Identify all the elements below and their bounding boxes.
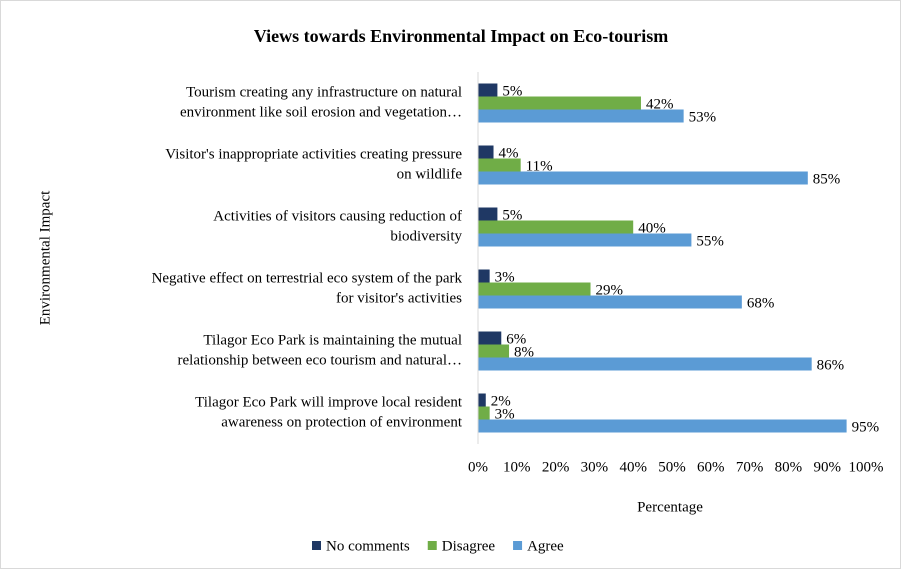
- x-tick-label: 30%: [581, 459, 609, 475]
- y-tick-label: Tilagor Eco Park is maintaining the mutu…: [203, 332, 462, 348]
- data-label: 6%: [506, 331, 526, 347]
- y-tick-label: Tourism creating any infrastructure on n…: [186, 84, 462, 100]
- y-tick-label: biodiversity: [390, 228, 462, 244]
- legend-swatch: [513, 541, 523, 550]
- y-tick-label: for visitor's activities: [336, 290, 462, 306]
- legend-swatch: [312, 541, 321, 550]
- bar: [478, 233, 692, 247]
- x-tick-label: 50%: [658, 459, 686, 475]
- legend-label: No comments: [326, 538, 410, 554]
- bar: [478, 220, 634, 234]
- data-label: 4%: [499, 145, 519, 161]
- legend-label: Disagree: [442, 538, 496, 554]
- y-tick-label: awareness on protection of environment: [221, 414, 463, 430]
- bar: [478, 331, 502, 345]
- data-label: 85%: [813, 171, 841, 187]
- bar: [478, 171, 808, 185]
- bar: [478, 158, 521, 172]
- data-label: 3%: [495, 269, 515, 285]
- data-label: 68%: [747, 295, 775, 311]
- x-tick-label: 100%: [849, 459, 884, 475]
- y-tick-label: relationship between eco tourism and nat…: [178, 352, 463, 368]
- data-label: 55%: [696, 233, 724, 249]
- data-label: 2%: [491, 393, 511, 409]
- x-axis-label: Percentage: [637, 499, 703, 515]
- bar: [478, 419, 847, 433]
- bar: [478, 109, 684, 123]
- data-label: 86%: [817, 357, 845, 373]
- bar: [478, 96, 641, 110]
- legend-label: Agree: [527, 538, 564, 554]
- x-tick-label: 20%: [542, 459, 570, 475]
- data-label: 5%: [502, 207, 522, 223]
- y-tick-label: Visitor's inappropriate activities creat…: [165, 146, 462, 162]
- bar: [478, 295, 742, 309]
- bar: [478, 269, 490, 283]
- data-label: 95%: [852, 419, 880, 435]
- y-tick-label: on wildlife: [397, 166, 463, 182]
- data-label: 5%: [502, 83, 522, 99]
- bar: [478, 406, 490, 420]
- data-label: 3%: [495, 406, 515, 422]
- x-tick-label: 90%: [813, 459, 841, 475]
- x-tick-label: 40%: [619, 459, 647, 475]
- bar: [478, 145, 494, 159]
- data-label: 53%: [689, 109, 717, 125]
- data-label: 11%: [526, 158, 553, 174]
- chart-title: Views towards Environmental Impact on Ec…: [254, 26, 669, 46]
- data-label: 8%: [514, 344, 534, 360]
- bar: [478, 282, 591, 296]
- x-tick-label: 0%: [468, 459, 488, 475]
- y-tick-label: Tilagor Eco Park will improve local resi…: [195, 394, 463, 410]
- y-tick-label: Negative effect on terrestrial eco syste…: [152, 270, 463, 286]
- bar: [478, 357, 812, 371]
- x-tick-label: 10%: [503, 459, 531, 475]
- y-tick-label: Activities of visitors causing reduction…: [213, 208, 462, 224]
- bar: [478, 207, 498, 221]
- bar: [478, 393, 486, 407]
- data-label: 29%: [596, 282, 624, 298]
- x-tick-label: 80%: [775, 459, 803, 475]
- bar: [478, 83, 498, 97]
- x-tick-label: 70%: [736, 459, 764, 475]
- legend-swatch: [427, 541, 437, 550]
- data-label: 40%: [638, 220, 666, 236]
- data-label: 42%: [646, 96, 674, 112]
- bar: [478, 344, 510, 358]
- x-tick-label: 60%: [697, 459, 725, 475]
- y-tick-label: environment like soil erosion and vegeta…: [180, 104, 462, 120]
- y-axis-label: Environmental Impact: [37, 190, 53, 325]
